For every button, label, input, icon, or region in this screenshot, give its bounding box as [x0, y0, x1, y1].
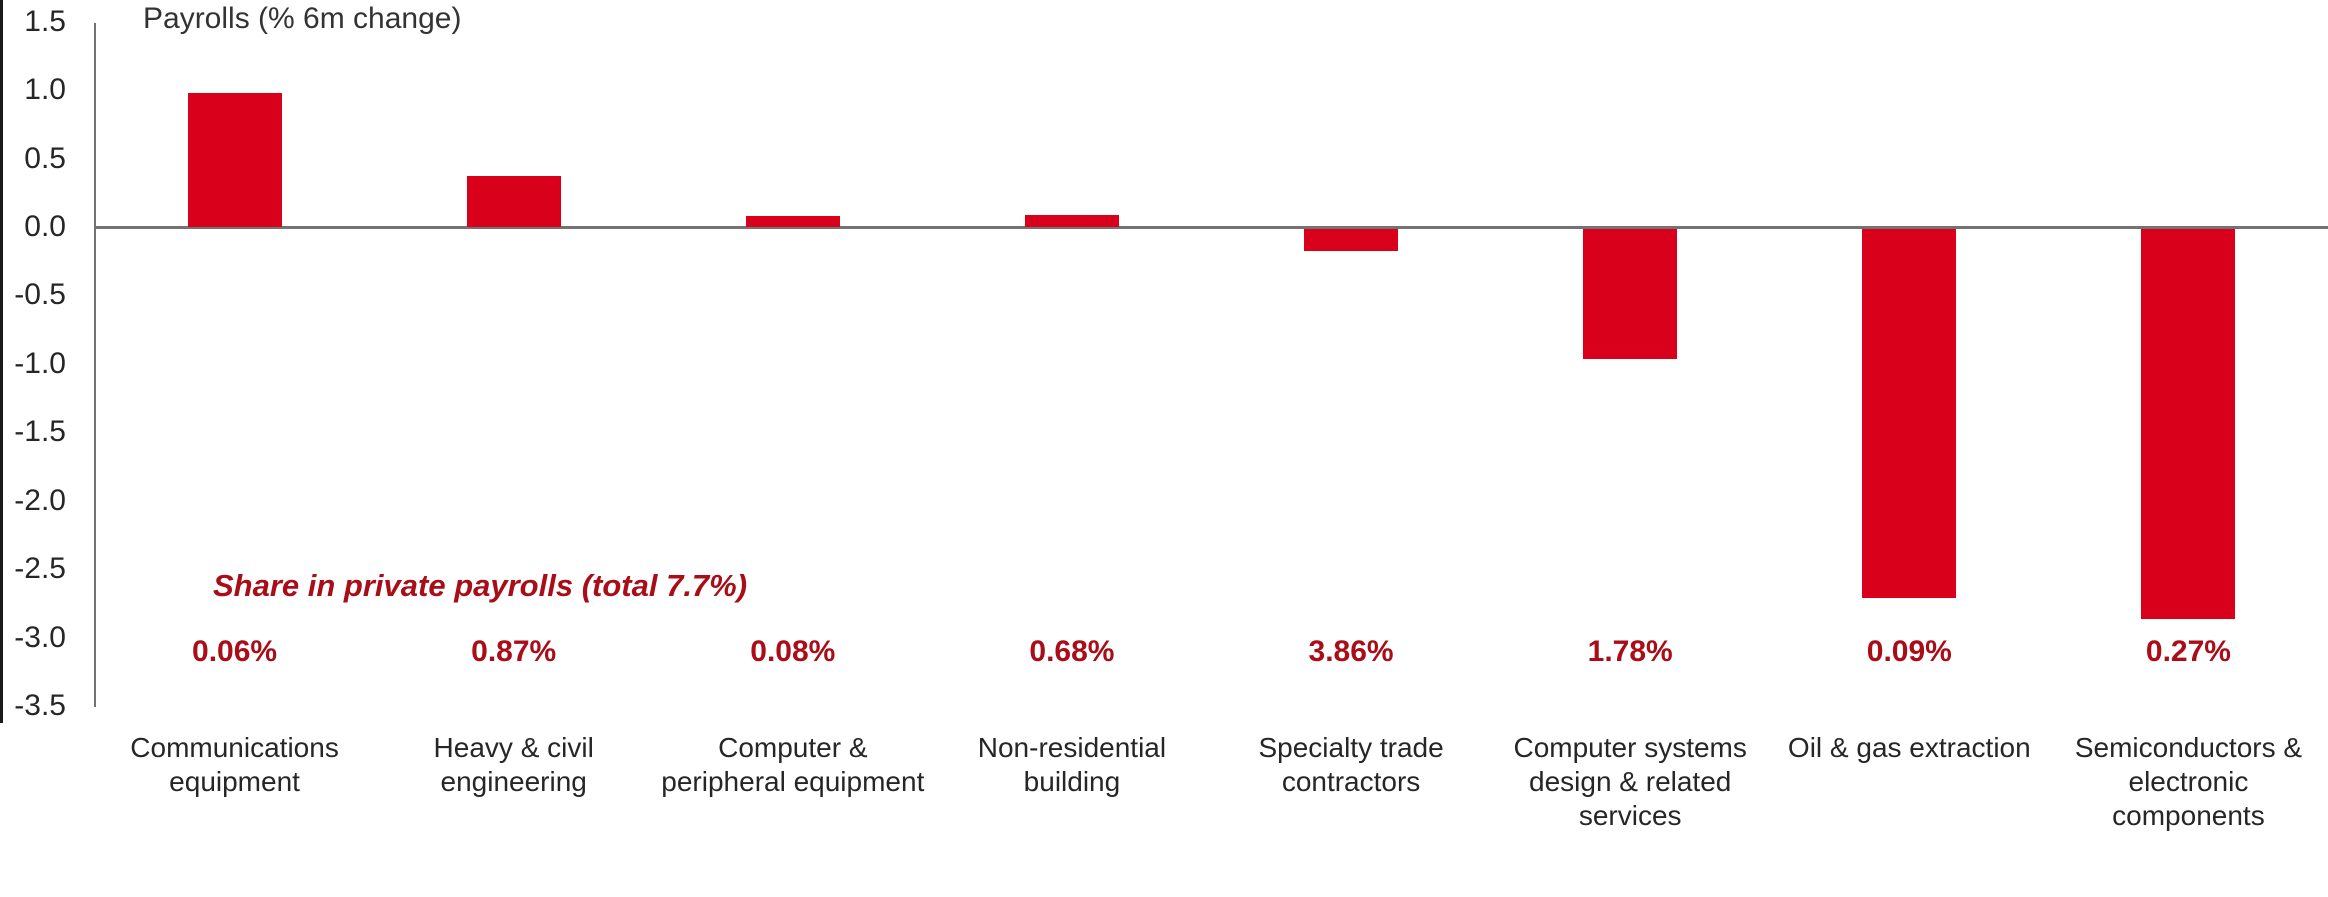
- bar: [2141, 229, 2236, 619]
- y-axis-line: [94, 23, 96, 707]
- share-value-label: 0.08%: [750, 635, 836, 668]
- category-label: Computer systems design & related servic…: [1513, 732, 1747, 831]
- bar: [1304, 229, 1399, 251]
- zero-baseline: [95, 226, 2328, 229]
- y-tick-label: -0.5: [14, 278, 66, 312]
- category-label: Communications equipment: [130, 732, 339, 797]
- bar: [187, 92, 282, 227]
- y-tick-label: -3.0: [14, 620, 66, 654]
- category-label: Heavy & civil engineering: [433, 732, 594, 797]
- share-value-label: 0.27%: [2145, 635, 2231, 668]
- y-tick-label: -3.5: [14, 688, 66, 722]
- share-annotation: Share in private payrolls (total 7.7%): [213, 568, 748, 603]
- y-tick-label: 1.5: [24, 4, 66, 38]
- category-label: Oil & gas extraction: [1787, 732, 2031, 763]
- category-label: Computer & peripheral equipment: [661, 732, 925, 797]
- share-value-label: 0.87%: [471, 635, 557, 668]
- bar: [466, 176, 561, 227]
- bar: [1583, 229, 1678, 359]
- share-value-label: 0.68%: [1029, 635, 1115, 668]
- page-left-border: [0, 0, 3, 723]
- y-tick-label: 1.0: [24, 73, 66, 107]
- category-label: Specialty trade contractors: [1258, 732, 1444, 797]
- bar: [1024, 214, 1119, 227]
- y-tick-label: 0.0: [24, 210, 66, 243]
- share-value-label: 0.06%: [192, 635, 278, 668]
- bar: [1862, 229, 1957, 599]
- category-label: Non-residential building: [977, 732, 1167, 797]
- y-tick-label: -2.0: [14, 483, 66, 517]
- category-label: Semiconductors & electronic components: [2074, 732, 2303, 831]
- y-tick-label: -1.0: [14, 346, 66, 380]
- y-tick-label: 0.5: [24, 141, 66, 175]
- chart-title: Payrolls (% 6m change): [143, 2, 462, 35]
- share-value-label: 1.78%: [1587, 635, 1673, 668]
- share-value-label: 3.86%: [1308, 635, 1394, 668]
- share-value-label: 0.09%: [1866, 635, 1952, 668]
- y-tick-label: -1.5: [14, 415, 66, 449]
- y-tick-label: -2.5: [14, 552, 66, 586]
- bar: [745, 216, 840, 227]
